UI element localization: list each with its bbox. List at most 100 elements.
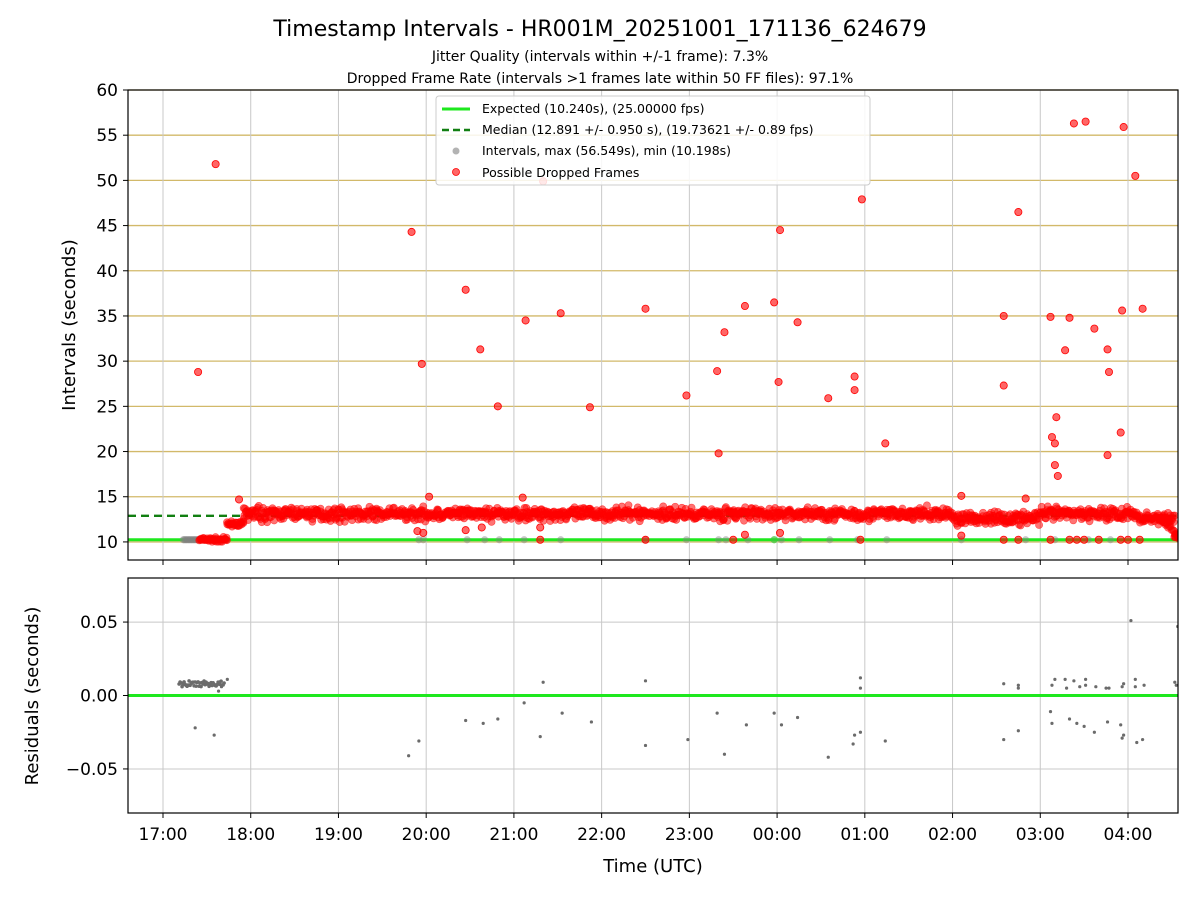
residual-point	[222, 681, 226, 685]
dropped-frame-point	[713, 367, 722, 376]
dropped-frame-point	[957, 531, 966, 540]
residual-point	[1050, 683, 1054, 687]
interval-point	[777, 536, 786, 544]
dropped-frame-point	[1072, 535, 1081, 544]
dropped-frame-point	[194, 367, 203, 376]
interval-point	[520, 536, 528, 544]
residual-point	[464, 718, 468, 723]
dropped-frame-point	[1050, 461, 1059, 470]
dropped-frame-point	[536, 523, 545, 532]
residual-point	[1104, 686, 1108, 690]
dropped-frame-point	[417, 359, 426, 368]
residual-point	[481, 721, 485, 726]
residual-point	[1122, 733, 1126, 737]
dropped-frame-point	[1050, 439, 1059, 448]
residual-point	[1129, 618, 1133, 623]
residual-point	[1016, 683, 1020, 687]
top-panel: 10 15 20 25 30 35 40 45 50 55 60 Intervals (second…	[59, 81, 1179, 565]
dropped-frame-point	[1081, 117, 1090, 126]
residual-point	[715, 711, 719, 715]
top-y-tick-label: 10	[96, 533, 118, 553]
x-tick-label: 21:00	[489, 825, 538, 845]
top-plot-frame	[127, 89, 1179, 561]
dropped-frame-point	[1094, 535, 1103, 544]
interval-point	[1106, 536, 1115, 544]
dropped-frame-point	[1035, 521, 1043, 529]
legend-dropped-swatch	[452, 168, 460, 176]
residual-point	[1092, 730, 1096, 734]
residual-point	[858, 676, 863, 680]
residual-point	[589, 720, 594, 724]
bottom-panel: −0.05 0.00 0.05 17:00 18:00 19:00 20:00 21:00 2…	[22, 577, 1179, 877]
legend-intervals-swatch	[452, 147, 460, 155]
residual-point	[1173, 680, 1177, 684]
legend-intervals-label: Intervals, max (56.549s), min (10.198s)	[482, 143, 731, 158]
residual-point	[1094, 685, 1098, 689]
residual-point	[1016, 686, 1020, 690]
legend-frame	[435, 95, 871, 186]
dropped-frame-point	[521, 316, 530, 325]
top-y-tick-label: 15	[96, 488, 118, 508]
chart-title: Timestamp Intervals - HR001M_20251001_17…	[272, 17, 926, 42]
dropped-frame-point	[1069, 119, 1078, 128]
top-y-tick-label: 60	[96, 81, 118, 101]
dropped-frame-point	[793, 318, 802, 327]
interval-point	[826, 536, 834, 544]
residual-point	[883, 739, 887, 743]
bottom-y-tick-label: 0.05	[80, 613, 118, 633]
x-tick-label: 23:00	[665, 825, 714, 845]
dropped-frame-point	[1135, 535, 1144, 544]
top-y-tick-label: 35	[96, 307, 118, 327]
residual-point	[1122, 682, 1126, 686]
dropped-frame-point	[536, 535, 545, 544]
residual-point	[795, 715, 800, 720]
residual-point	[194, 684, 198, 688]
dropped-frame-point	[1104, 367, 1113, 376]
top-y-axis-label: Intervals (seconds)	[59, 239, 80, 411]
dropped-frame-point	[419, 528, 428, 537]
dropped-frame-point	[881, 439, 890, 448]
residual-point	[858, 686, 863, 690]
residual-point	[496, 717, 500, 721]
dropped-frame-point	[1116, 428, 1125, 437]
residual-point	[722, 752, 727, 756]
dropped-frame-point	[774, 377, 783, 386]
top-y-tick-label: 25	[96, 397, 118, 417]
dropped-frame-point	[824, 394, 833, 403]
dropped-frame-point	[1103, 451, 1112, 460]
residual-point	[852, 733, 857, 737]
top-y-tick-label: 40	[96, 262, 118, 282]
x-tick-label: 04:00	[1104, 825, 1153, 845]
dropped-frame-point	[770, 298, 779, 307]
dropped-frame-point	[776, 528, 785, 537]
dropped-frame-point	[1065, 313, 1074, 322]
dropped-frame-point	[1065, 535, 1074, 544]
dropped-frame-point	[223, 536, 231, 545]
x-tick-label: 01:00	[840, 825, 889, 845]
residual-point	[1120, 736, 1124, 740]
dropped-frame-point	[556, 309, 565, 318]
residual-point	[1072, 679, 1076, 683]
bottom-data-points	[177, 618, 1178, 759]
residual-point	[1083, 683, 1088, 687]
residual-point	[522, 701, 526, 705]
residual-point	[744, 723, 748, 727]
top-y-tick-label: 30	[96, 352, 118, 372]
x-tick-label: 18:00	[226, 825, 275, 845]
dropped-frame-point	[1080, 535, 1089, 544]
dropped-frame-point	[1021, 494, 1030, 503]
dropped-frame-point	[857, 195, 866, 204]
residual-point	[1133, 677, 1137, 681]
residual-point	[216, 689, 221, 693]
dropped-frame-point	[425, 492, 434, 501]
residual-point	[772, 711, 776, 715]
dropped-frame-point	[923, 501, 931, 510]
dropped-frame-point	[740, 530, 749, 539]
interval-point	[463, 536, 471, 544]
interval-point	[883, 536, 891, 544]
dropped-frame-point	[1118, 306, 1127, 315]
dropped-frame-point	[235, 495, 244, 504]
residual-point	[686, 737, 690, 742]
dropped-frame-point	[1116, 535, 1125, 544]
residual-point	[1120, 685, 1124, 689]
